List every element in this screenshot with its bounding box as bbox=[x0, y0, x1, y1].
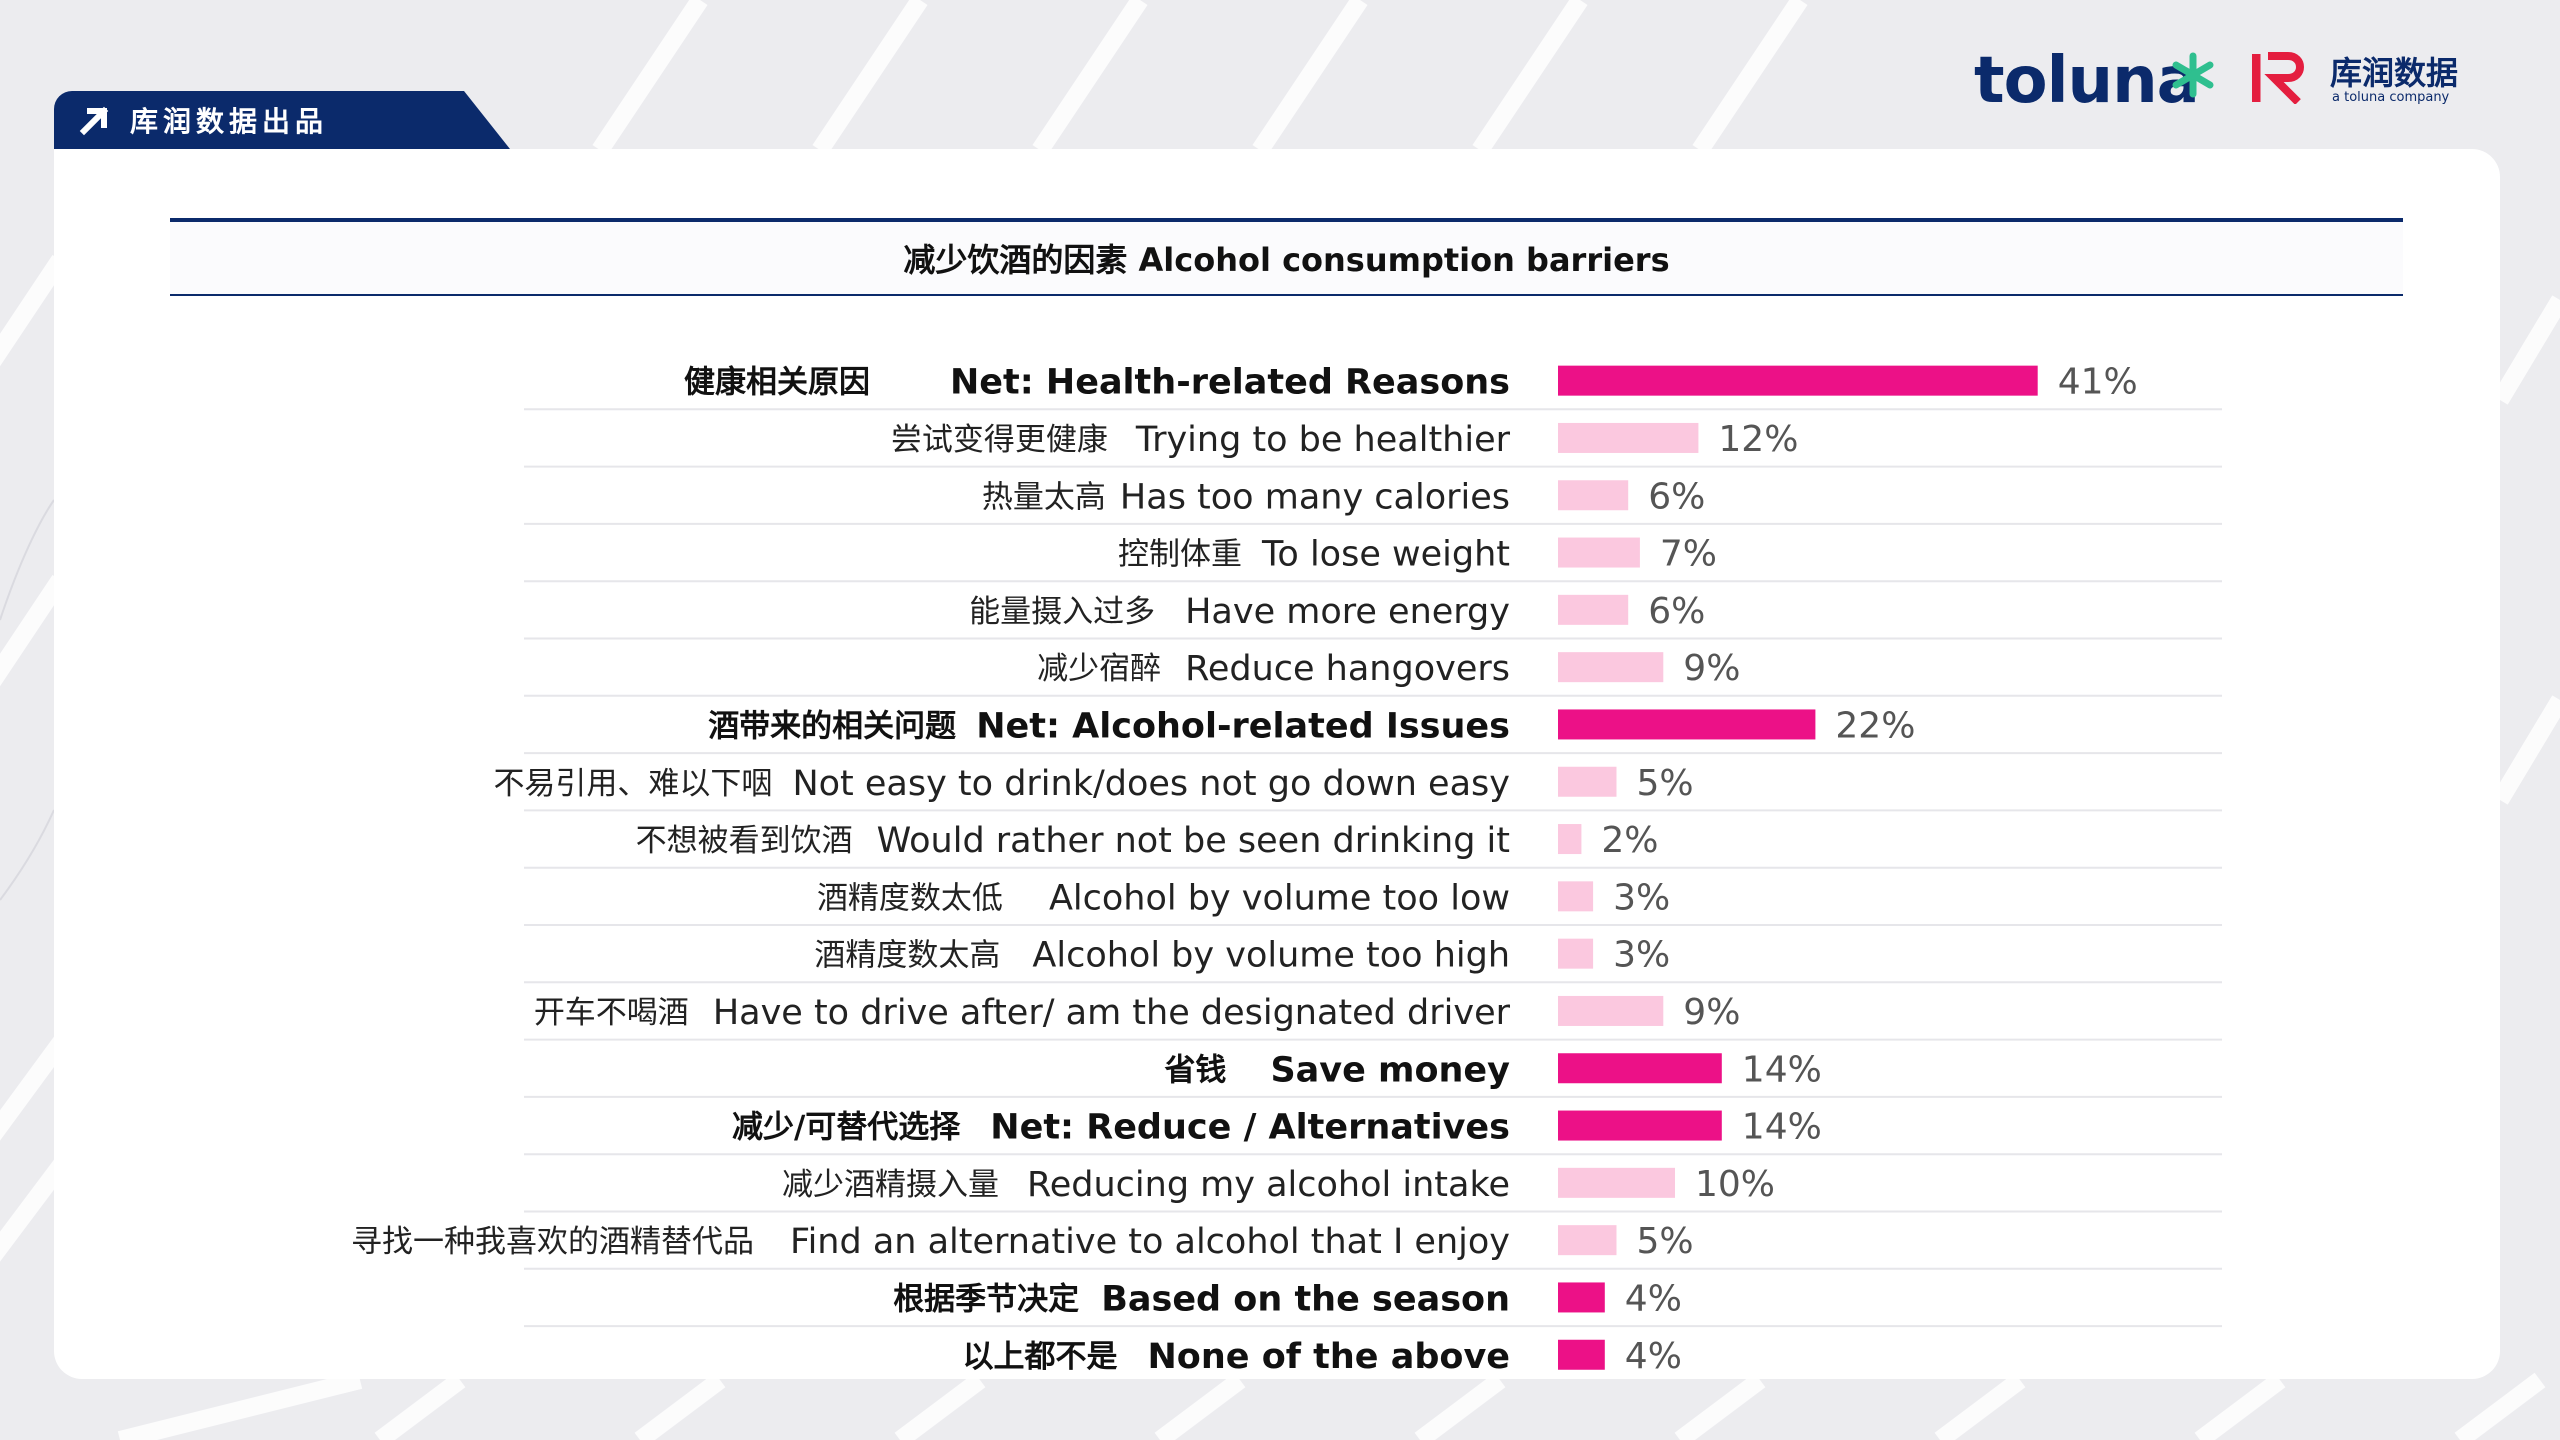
chart-title: 减少饮酒的因素 Alcohol consumption barriers bbox=[903, 241, 1670, 279]
row-label-en: Not easy to drink/does not go down easy bbox=[792, 764, 1510, 804]
bar bbox=[1558, 365, 2038, 396]
value-label: 5% bbox=[1637, 763, 1694, 804]
tab-slant bbox=[464, 91, 510, 149]
bar bbox=[1558, 594, 1629, 625]
value-label: 5% bbox=[1637, 1221, 1694, 1262]
row-label-en: Would rather not be seen drinking it bbox=[877, 821, 1510, 861]
bar bbox=[1558, 1167, 1675, 1198]
row-label-en: Save money bbox=[1270, 1050, 1510, 1090]
row-label-en: To lose weight bbox=[1261, 535, 1510, 575]
row-label-en: Have to drive after/ am the designated d… bbox=[713, 993, 1511, 1033]
value-label: 41% bbox=[2058, 362, 2138, 403]
bar bbox=[1558, 709, 1816, 740]
value-label: 9% bbox=[1683, 648, 1740, 689]
tab-label: 库润数据出品 bbox=[130, 105, 329, 138]
value-label: 2% bbox=[1601, 820, 1658, 861]
row-label-cn: 开车不喝酒 bbox=[534, 995, 689, 1031]
value-label: 14% bbox=[1742, 1049, 1822, 1090]
value-label: 4% bbox=[1625, 1278, 1682, 1319]
value-label: 7% bbox=[1660, 534, 1717, 575]
bar bbox=[1558, 1339, 1605, 1370]
bar bbox=[1558, 537, 1640, 568]
toluna-logo: toluna bbox=[1974, 44, 2200, 118]
row-label-cn: 减少宿醉 bbox=[1037, 651, 1161, 687]
value-label: 12% bbox=[1718, 419, 1798, 460]
row-label-en: Reducing my alcohol intake bbox=[1027, 1165, 1510, 1205]
bar bbox=[1558, 422, 1699, 453]
bar bbox=[1558, 995, 1664, 1026]
chart-title-band: 减少饮酒的因素 Alcohol consumption barriers bbox=[170, 218, 2403, 296]
row-label-cn: 酒带来的相关问题 bbox=[708, 708, 956, 744]
bar bbox=[1558, 881, 1594, 912]
row-label-cn: 健康相关原因 bbox=[684, 365, 870, 401]
row-label-cn: 减少/可替代选择 bbox=[732, 1110, 961, 1146]
value-label: 10% bbox=[1695, 1164, 1775, 1205]
kr-logo-subtitle: a toluna company bbox=[2332, 90, 2450, 105]
row-label-cn: 酒精度数太高 bbox=[814, 938, 1000, 974]
row-label-en: Alcohol by volume too low bbox=[1049, 878, 1510, 918]
row-label-en: Reduce hangovers bbox=[1185, 649, 1510, 689]
bar bbox=[1558, 1053, 1722, 1084]
row-label-cn: 热量太高 bbox=[982, 479, 1106, 515]
value-label: 9% bbox=[1683, 992, 1740, 1033]
value-label: 3% bbox=[1613, 877, 1670, 918]
value-label: 3% bbox=[1613, 935, 1670, 976]
content-card bbox=[54, 149, 2500, 1379]
bar bbox=[1558, 652, 1664, 683]
row-label-cn: 以上都不是 bbox=[963, 1339, 1118, 1375]
bar bbox=[1558, 1110, 1722, 1141]
bar bbox=[1558, 766, 1617, 797]
row-label-cn: 酒精度数太低 bbox=[817, 880, 1003, 916]
kr-logo-mark bbox=[2252, 52, 2304, 104]
row-label-cn: 减少酒精摄入量 bbox=[782, 1167, 999, 1203]
value-label: 22% bbox=[1835, 705, 1915, 746]
row-label-en: Net: Alcohol-related Issues bbox=[976, 706, 1510, 746]
bar bbox=[1558, 824, 1582, 855]
value-label: 4% bbox=[1625, 1336, 1682, 1377]
row-label-en: Has too many calories bbox=[1120, 477, 1510, 517]
bar bbox=[1558, 1282, 1605, 1313]
row-label-cn: 控制体重 bbox=[1118, 537, 1242, 573]
value-label: 14% bbox=[1742, 1107, 1822, 1148]
row-label-en: Net: Reduce / Alternatives bbox=[990, 1108, 1510, 1148]
row-label-en: Net: Health-related Reasons bbox=[950, 363, 1510, 403]
bar bbox=[1558, 480, 1629, 511]
value-label: 6% bbox=[1648, 591, 1705, 632]
row-label-en: Trying to be healthier bbox=[1135, 420, 1511, 460]
row-label-en: Based on the season bbox=[1101, 1279, 1510, 1319]
row-label-en: Find an alternative to alcohol that I en… bbox=[790, 1222, 1510, 1262]
source-tab: 库润数据出品 bbox=[54, 91, 464, 149]
row-label-cn: 不易引用、难以下咽 bbox=[493, 766, 772, 802]
row-label-cn: 能量摄入过多 bbox=[969, 594, 1155, 630]
row-label-cn: 省钱 bbox=[1164, 1052, 1226, 1088]
row-label-cn: 不想被看到饮酒 bbox=[636, 823, 853, 859]
row-label-cn: 根据季节决定 bbox=[893, 1281, 1079, 1317]
row-label-en: Alcohol by volume too high bbox=[1032, 936, 1510, 976]
arrow-up-right-icon bbox=[79, 106, 109, 136]
row-label-cn: 尝试变得更健康 bbox=[891, 422, 1108, 458]
bar bbox=[1558, 1225, 1617, 1256]
kr-logo-name: 库润数据 bbox=[2330, 54, 2459, 92]
row-label-en: Have more energy bbox=[1185, 592, 1510, 632]
asterisk-icon bbox=[2172, 52, 2214, 98]
row-label-cn: 寻找一种我喜欢的酒精替代品 bbox=[351, 1224, 754, 1260]
row-label-en: None of the above bbox=[1148, 1337, 1510, 1377]
bar bbox=[1558, 938, 1594, 969]
value-label: 6% bbox=[1648, 476, 1705, 517]
